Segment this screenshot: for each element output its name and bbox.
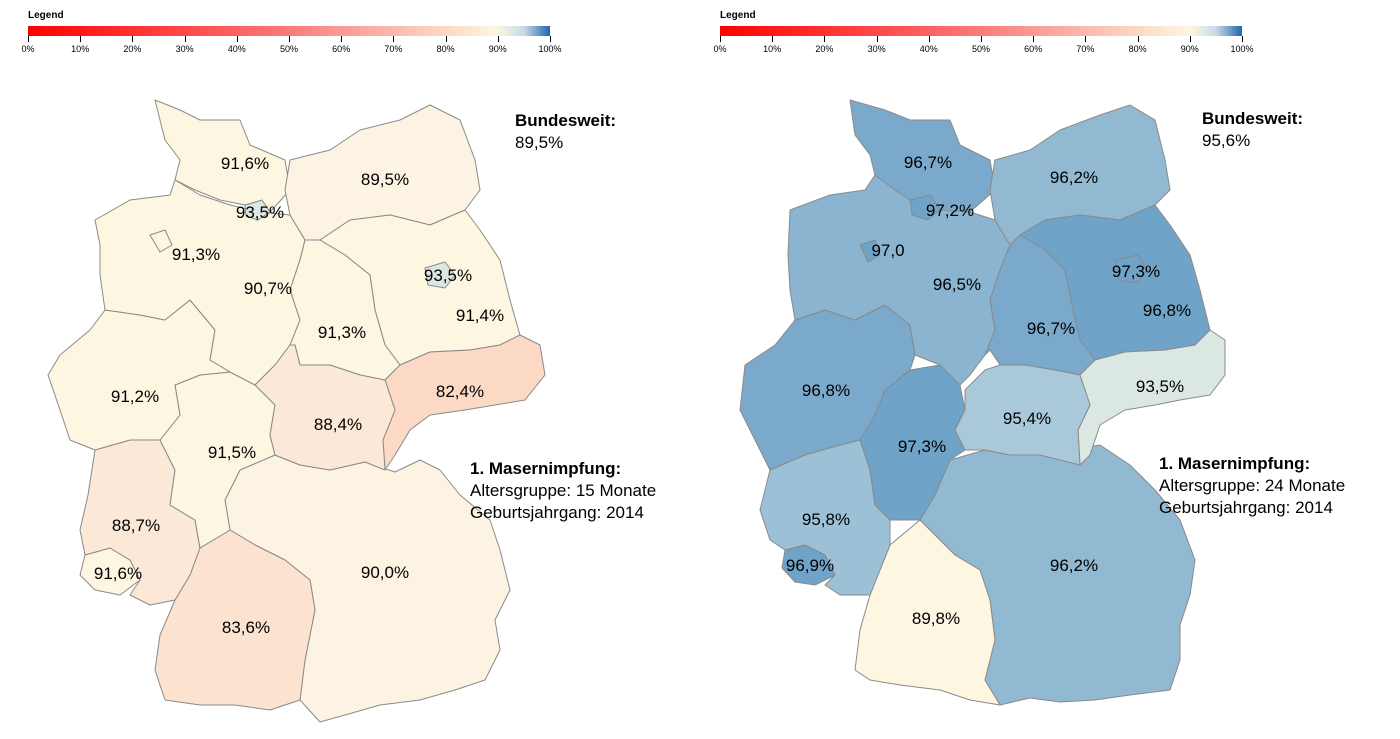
vaccination-info: 1. Masernimpfung: Altersgruppe: 15 Monat… (470, 458, 656, 524)
state-thueringen (254, 344, 396, 471)
legend-tick-label: 0% (713, 44, 727, 54)
state-baden-wuerttemberg (854, 519, 1001, 706)
legend-tick (981, 36, 982, 42)
germany-map-15-months (47, 99, 546, 723)
legend-title: Legend (720, 10, 756, 21)
vaccination-info: 1. Masernimpfung: Altersgruppe: 24 Monat… (1159, 453, 1345, 519)
legend-color-bar (720, 26, 1242, 36)
state-bremen (149, 229, 173, 253)
legend-tick-label: 50% (971, 44, 991, 54)
left-map-panel: Legend 0% 10% 20% 30% 40% 50% 60% 70% 80% 90% 100% (21, 8, 656, 723)
vaccine-title: 1. Masernimpfung: (470, 459, 622, 478)
summary-value: 89,5% (515, 133, 564, 152)
legend-tick (928, 36, 930, 42)
legend-tick (772, 36, 774, 42)
birth-year: Geburtsjahrgang: 2014 (1159, 498, 1333, 517)
legend-tick-label: 40% (227, 44, 246, 54)
legend-tick-label: 100% (1230, 44, 1254, 54)
legend-tick (289, 36, 290, 42)
legend-tick (876, 36, 878, 42)
legend-color-bar (28, 26, 550, 36)
legend: Legend 0% 10% 20% 30% 40% 50% 60% 70% 80% 90% 100% (21, 8, 568, 58)
summary-value: 95,6% (1202, 131, 1251, 150)
legend-tick (341, 36, 343, 42)
legend-tick (1137, 36, 1139, 42)
legend-tick (1242, 36, 1243, 42)
legend-tick-label: 20% (123, 44, 142, 54)
legend-tick (393, 36, 395, 42)
legend-tick (28, 36, 29, 42)
legend-tick-label: 0% (21, 44, 35, 54)
birth-year: Geburtsjahrgang: 2014 (470, 503, 644, 522)
legend-tick (550, 36, 551, 42)
state-berlin (424, 261, 456, 289)
legend-tick-label: 70% (384, 44, 403, 54)
legend-tick-label: 70% (1076, 44, 1095, 54)
legend-title: Legend (28, 10, 64, 21)
legend-tick (445, 36, 447, 42)
legend-tick (1085, 36, 1087, 42)
legend-tick-label: 40% (919, 44, 938, 54)
legend-tick-label: 10% (763, 44, 782, 54)
legend: Legend 0% 10% 20% 30% 40% 50% 60% 70% 80% 90% 100% (713, 8, 1260, 58)
legend-tick (80, 36, 82, 42)
legend-tick-label: 80% (436, 44, 455, 54)
legend-tick-label: 60% (1024, 44, 1043, 54)
summary-title: Bundesweit: (515, 111, 617, 130)
state-baden-wuerttemberg (154, 529, 316, 711)
germany-map-24-months (739, 99, 1226, 706)
state-schleswig-holstein (849, 99, 996, 213)
legend-tick (236, 36, 238, 42)
age-group: Altersgruppe: 15 Monate (470, 481, 657, 500)
legend-tick-label: 80% (1128, 44, 1147, 54)
legend-tick (1033, 36, 1035, 42)
age-group: Altersgruppe: 24 Monate (1159, 476, 1346, 495)
legend-tick (824, 36, 826, 42)
summary-title: Bundesweit: (1202, 109, 1304, 128)
legend-tick-label: 30% (175, 44, 194, 54)
national-summary: Bundesweit: 89,5% (515, 110, 616, 154)
legend-tick (1189, 36, 1191, 42)
vaccine-title: 1. Masernimpfung: (1159, 454, 1311, 473)
right-map-panel: Legend 0% 10% 20% 30% 40% 50% 60% 70% 80% 90% 100% (700, 0, 1400, 739)
state-schleswig-holstein (154, 99, 291, 213)
legend-tick-label: 20% (815, 44, 834, 54)
national-summary: Bundesweit: 95,6% (1202, 108, 1303, 152)
legend-tick (720, 36, 721, 42)
legend-tick-label: 90% (488, 44, 507, 54)
legend-tick-label: 30% (867, 44, 886, 54)
legend-tick (184, 36, 186, 42)
state-berlin (1114, 254, 1148, 284)
legend-tick-label: 60% (332, 44, 351, 54)
state-thueringen (954, 364, 1091, 466)
state-bremen (859, 239, 881, 263)
legend-tick (497, 36, 499, 42)
legend-tick-label: 50% (279, 44, 299, 54)
legend-tick-label: 10% (71, 44, 90, 54)
legend-tick (132, 36, 134, 42)
legend-tick-label: 100% (538, 44, 562, 54)
legend-tick-label: 90% (1180, 44, 1199, 54)
